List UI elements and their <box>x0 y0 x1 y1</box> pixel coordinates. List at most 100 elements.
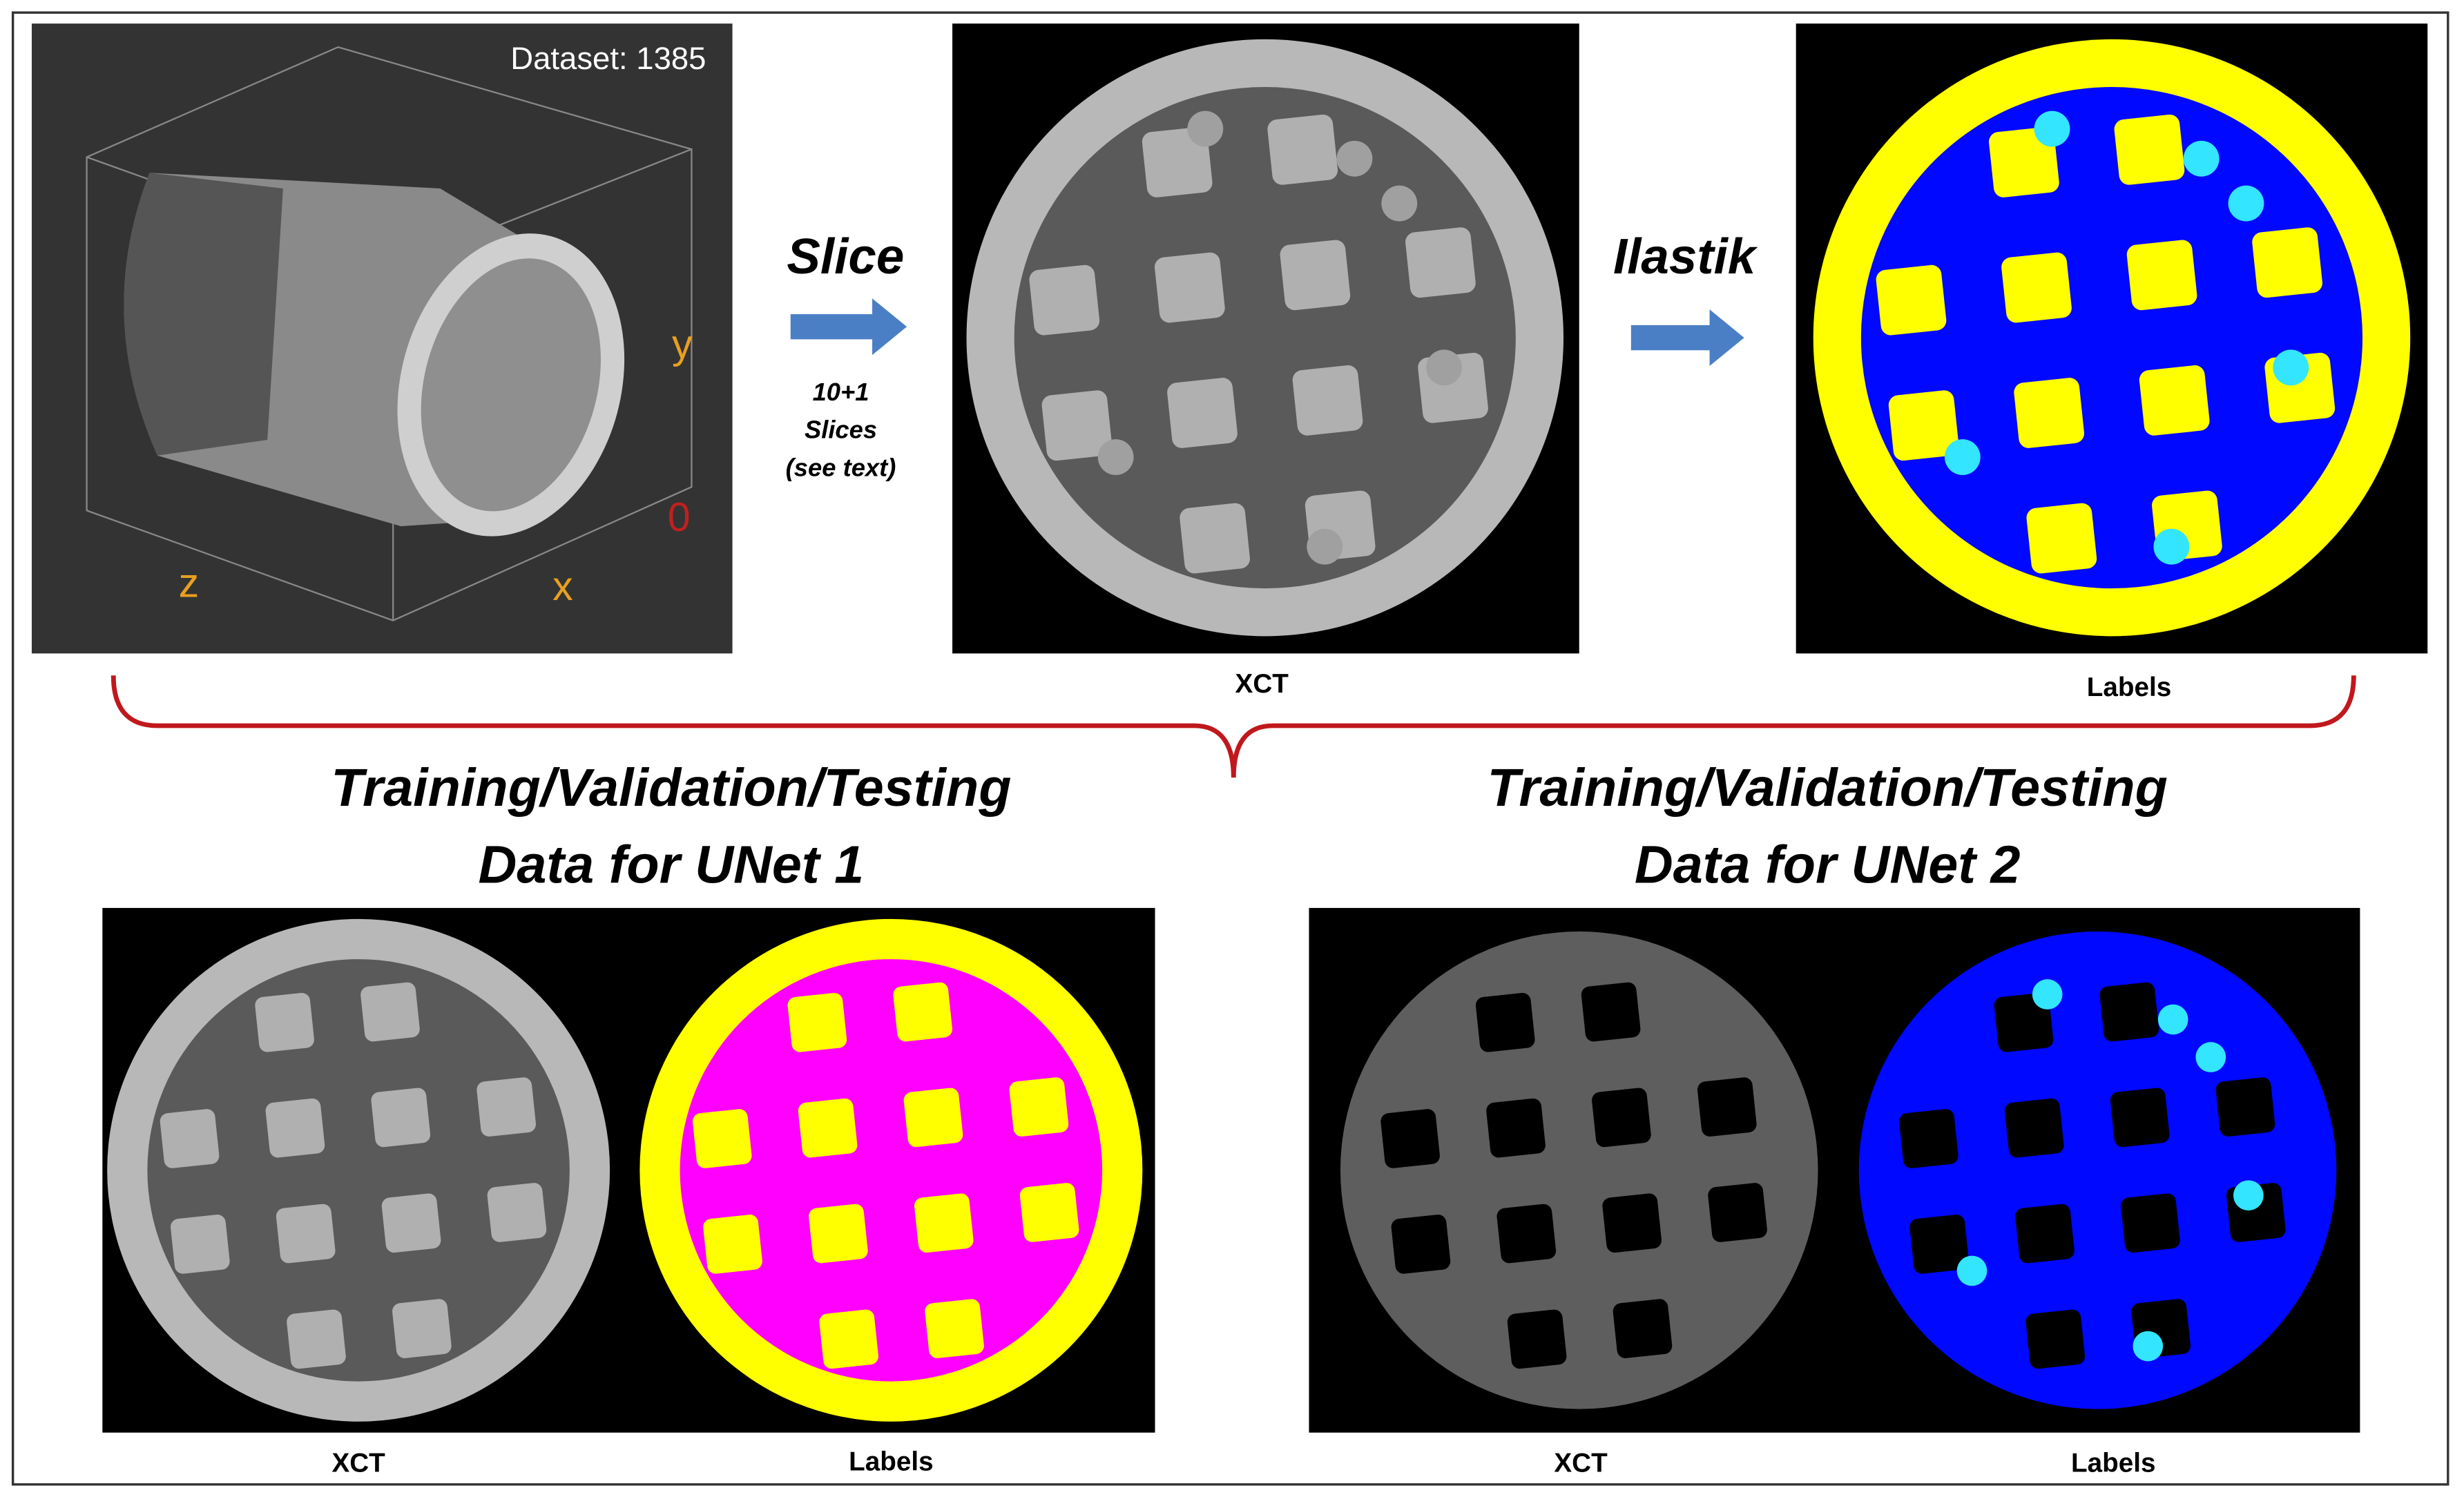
cell <box>2126 240 2197 311</box>
cell <box>1292 365 1363 436</box>
slice-note: Slices <box>805 416 877 444</box>
cell <box>2001 252 2072 323</box>
slice-image <box>1340 931 1818 1409</box>
arrow <box>790 298 907 356</box>
cell <box>893 982 953 1042</box>
cell <box>1994 992 2054 1052</box>
cell <box>1029 264 1100 336</box>
cell <box>171 1215 230 1274</box>
pore <box>2183 140 2220 177</box>
cell <box>1475 992 1535 1052</box>
pore <box>1956 1255 1987 1286</box>
pore <box>1097 439 1134 475</box>
matrix <box>1340 931 1818 1409</box>
ilastik-label: Ilastik <box>1613 229 1758 284</box>
pore <box>2157 1004 2188 1035</box>
cell <box>1391 1215 1451 1274</box>
section-title: Training/Validation/Testing <box>1488 758 2168 818</box>
cell <box>1602 1193 1662 1253</box>
cell <box>809 1204 868 1264</box>
cell <box>255 992 314 1052</box>
cell <box>1989 127 2059 197</box>
cell <box>703 1215 762 1274</box>
cell <box>1708 1183 1767 1242</box>
pore <box>1381 185 1418 222</box>
brace <box>110 675 2356 778</box>
cell <box>903 1088 963 1148</box>
slice-image <box>966 39 1564 637</box>
cell <box>2014 378 2085 448</box>
cell <box>487 1183 547 1242</box>
cell <box>1009 1077 1069 1137</box>
pore <box>2032 979 2063 1010</box>
pore <box>1336 140 1373 177</box>
frame <box>11 11 2449 1486</box>
cell <box>392 1299 452 1358</box>
cell <box>914 1193 974 1253</box>
cell <box>1507 1309 1567 1369</box>
pore <box>2273 349 2309 386</box>
pore <box>1426 349 1463 386</box>
cell <box>265 1098 325 1158</box>
slice-note: 10+1 <box>813 378 869 406</box>
pore <box>1944 439 1981 475</box>
cell <box>160 1109 220 1168</box>
cell <box>1613 1299 1673 1358</box>
cylinder-face-inner <box>421 258 601 512</box>
cell <box>1167 378 1238 448</box>
cylinder-pattern <box>124 173 283 456</box>
pore <box>1187 110 1224 147</box>
cell <box>2004 1098 2064 1158</box>
cell <box>1496 1204 1557 1264</box>
cell <box>1876 264 1947 336</box>
slice-image <box>1813 39 2411 637</box>
axis-origin: 0 <box>668 494 691 540</box>
cell <box>1380 1109 1440 1168</box>
cell <box>2025 1309 2086 1369</box>
dataset-label: Dataset: 1385 <box>510 41 706 76</box>
cell <box>2114 114 2185 185</box>
pore <box>2133 1331 2164 1362</box>
cell <box>1899 1109 1958 1168</box>
cell <box>2015 1204 2075 1264</box>
cell <box>2099 982 2159 1042</box>
cell <box>1909 1215 1969 1274</box>
cell <box>2110 1088 2170 1148</box>
cell <box>1581 982 1641 1042</box>
slice-label: Slice <box>787 229 904 284</box>
cell <box>925 1299 984 1358</box>
cell <box>1486 1098 1546 1158</box>
cell <box>692 1109 752 1168</box>
cell <box>276 1204 336 1264</box>
arrow <box>1630 309 1744 367</box>
cell <box>787 992 847 1052</box>
cell <box>381 1193 441 1253</box>
pore <box>2228 185 2264 222</box>
cell <box>1142 127 1213 197</box>
matrix <box>1014 87 1516 589</box>
axis-z: z <box>179 559 200 606</box>
cell <box>371 1088 431 1148</box>
slice-image <box>1858 931 2337 1409</box>
cell <box>798 1098 858 1158</box>
caption: XCT <box>1554 1449 1608 1478</box>
matrix <box>147 959 570 1382</box>
pore <box>2153 528 2190 565</box>
cell <box>477 1077 536 1137</box>
cell <box>819 1309 879 1369</box>
caption: XCT <box>331 1449 385 1478</box>
section-title: Training/Validation/Testing <box>331 758 1011 818</box>
caption: XCT <box>1235 669 1289 699</box>
section-title: Data for UNet 2 <box>1635 836 2021 895</box>
caption: Labels <box>849 1447 933 1476</box>
cell <box>2215 1077 2275 1137</box>
pore <box>1307 528 1343 565</box>
cell <box>1405 227 1476 298</box>
pore <box>2233 1180 2264 1211</box>
caption: Labels <box>2087 673 2171 702</box>
slice-note: (see text) <box>786 453 896 481</box>
pore <box>2034 110 2070 147</box>
cell <box>2252 227 2322 298</box>
